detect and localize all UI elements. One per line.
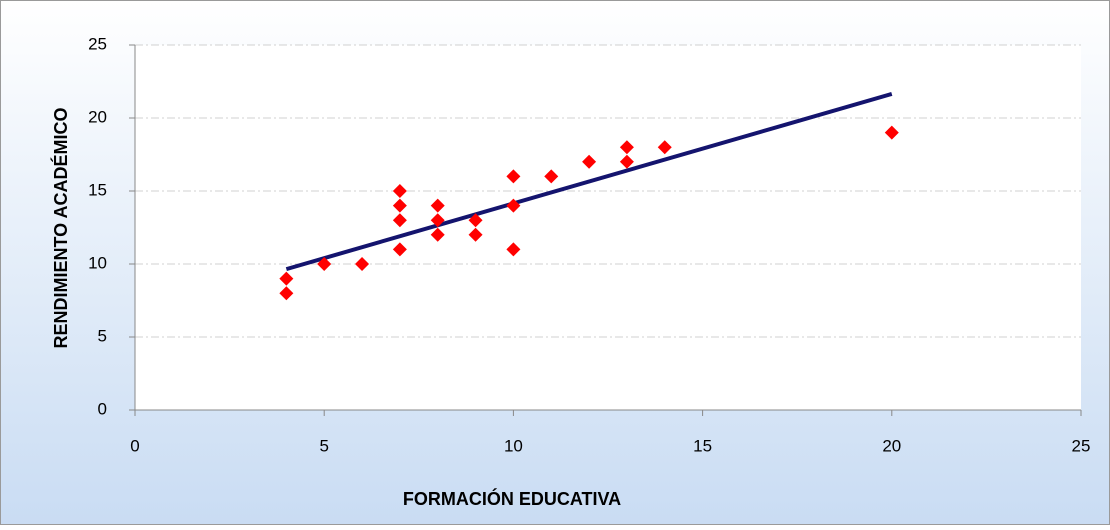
scatter-point: [468, 227, 483, 242]
y-axis-title: RENDIMIENTO ACADÉMICO: [50, 107, 71, 348]
scatter-point: [430, 213, 445, 228]
scatter-point: [392, 213, 407, 228]
x-tick-label: 10: [504, 436, 523, 455]
scatter-point: [619, 140, 634, 155]
x-tick-label: 20: [882, 436, 901, 455]
x-tick-label: 0: [130, 436, 139, 455]
scatter-point: [317, 257, 332, 271]
scatter-point: [506, 242, 521, 257]
scatter-point: [582, 154, 597, 169]
scatter-point: [619, 154, 634, 169]
scatter-point: [430, 227, 445, 242]
scatter-point: [430, 198, 445, 213]
trendline: [285, 91, 893, 272]
scatter-point: [506, 169, 521, 184]
y-tick-label: 25: [88, 34, 107, 53]
x-tick-label: 25: [1072, 436, 1091, 455]
scatter-point: [657, 140, 672, 155]
y-tick-label: 20: [88, 107, 107, 126]
scatter-point: [884, 125, 899, 140]
y-tick-label: 10: [88, 253, 107, 272]
scatter-point: [392, 242, 407, 257]
x-axis-title: FORMACIÓN EDUCATIVA: [403, 488, 621, 509]
scatter-point: [279, 286, 294, 301]
x-tick-label: 15: [693, 436, 712, 455]
scatter-point: [355, 257, 370, 271]
scatter-point: [392, 198, 407, 213]
y-tick-label: 5: [98, 326, 107, 345]
scatter-point: [279, 271, 294, 286]
scatter-point: [506, 198, 521, 213]
scatter-point: [392, 184, 407, 198]
x-tick-label: 5: [319, 436, 328, 455]
y-tick-label: 0: [98, 399, 107, 418]
y-tick-label: 15: [88, 180, 107, 199]
plot-area: [135, 45, 1081, 410]
scatter-point: [468, 213, 483, 228]
scatter-point: [544, 169, 559, 184]
